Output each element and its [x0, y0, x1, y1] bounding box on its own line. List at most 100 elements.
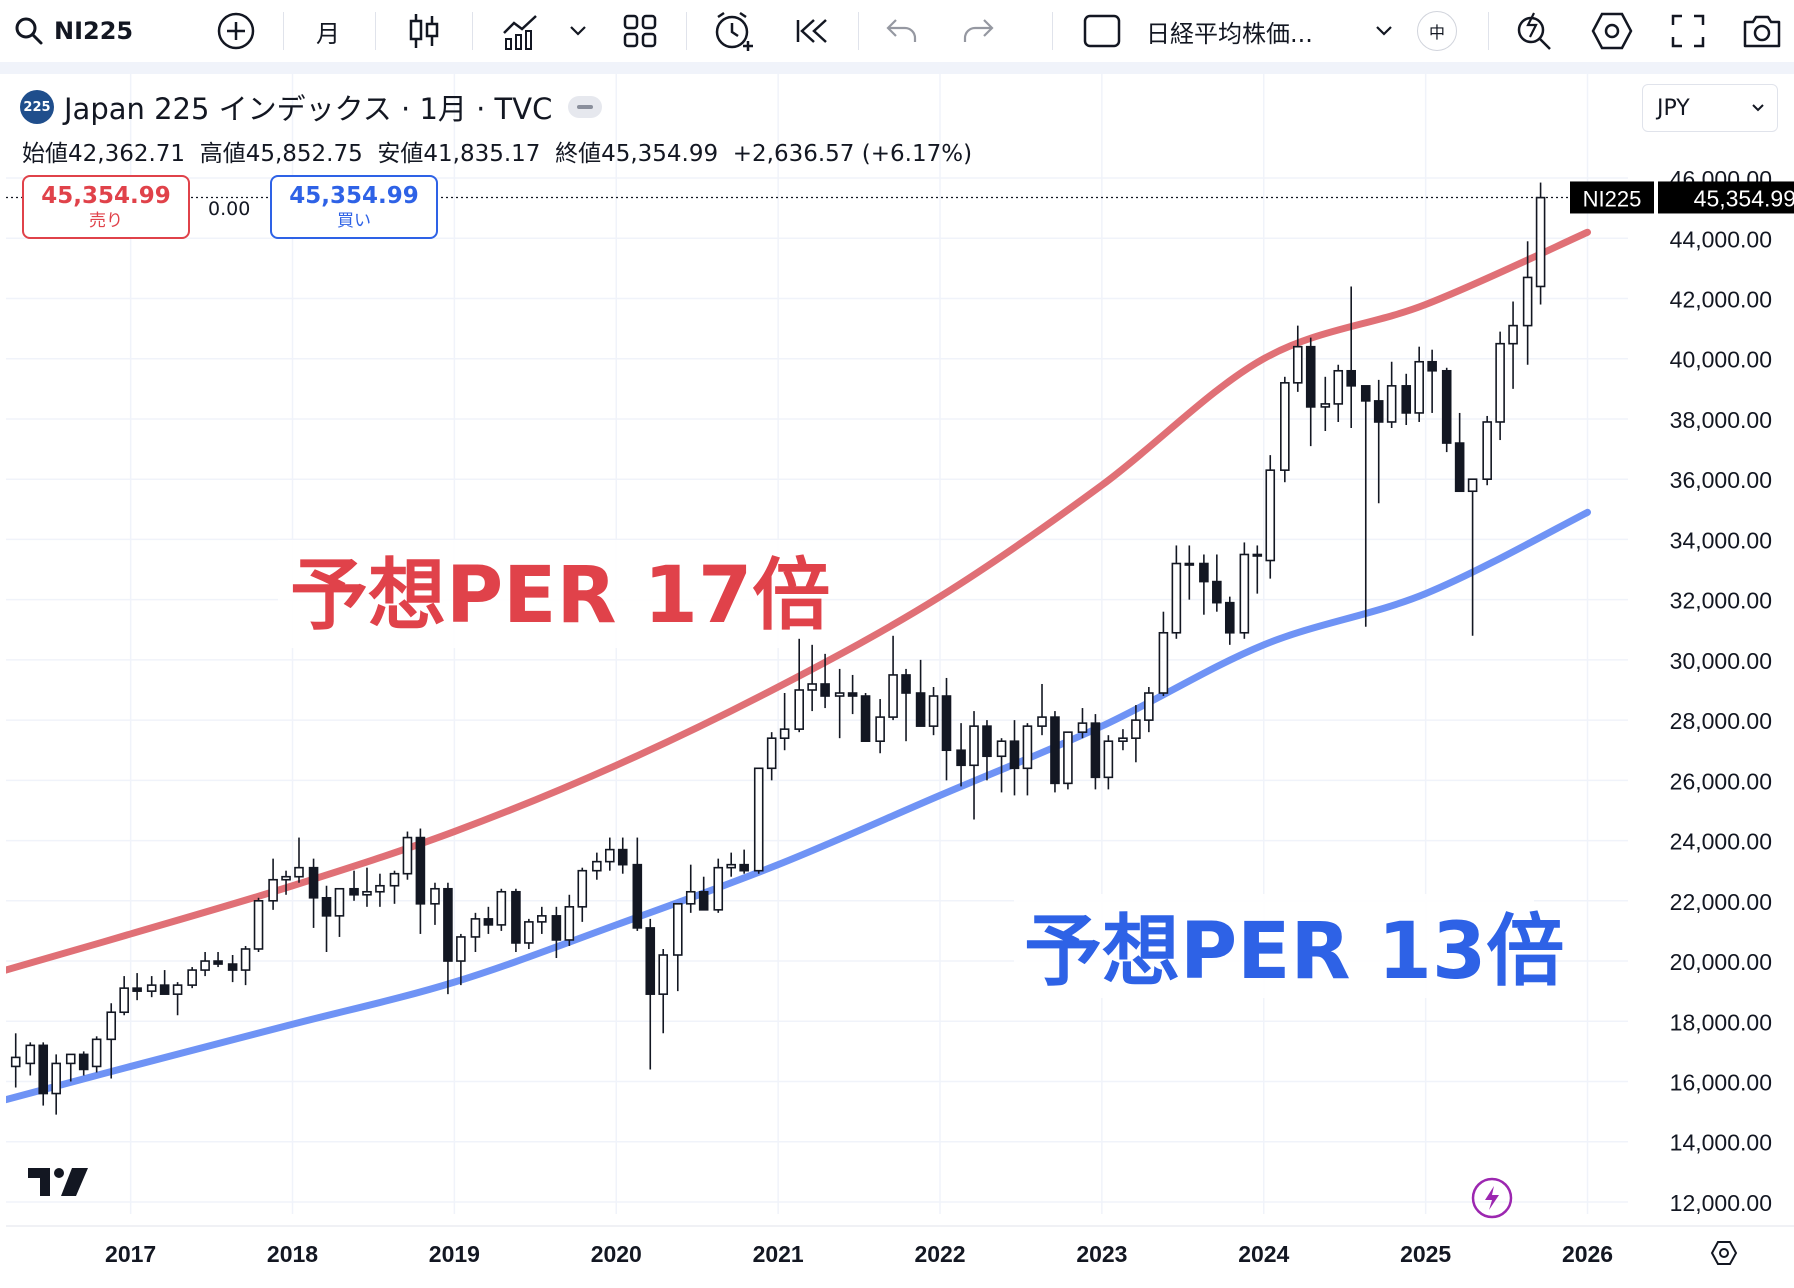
- quick-search-button[interactable]: [1508, 0, 1560, 62]
- logo-part: [54, 1168, 64, 1178]
- tradingview-logo: [28, 1168, 88, 1196]
- layout-button[interactable]: [614, 0, 666, 62]
- chart-svg[interactable]: 12,000.00 14,000.00 16,000.00 18,000.00 20,0…: [6, 74, 1794, 1288]
- compare-checkbox[interactable]: [1080, 0, 1124, 62]
- price-tag-symbol: NI225: [1583, 186, 1642, 211]
- candle: [159, 970, 170, 995]
- candle-body: [106, 1011, 117, 1041]
- change-value: +2,636.57 (+6.17%): [732, 141, 973, 167]
- indicator-name-dropdown[interactable]: 日経平均株価...: [1146, 0, 1336, 62]
- candle-body: [1265, 469, 1276, 562]
- buy-button[interactable]: 45,354.99 買い: [270, 175, 438, 239]
- candle-body: [1535, 196, 1546, 288]
- candle-body: [1454, 442, 1465, 493]
- candle: [915, 659, 926, 727]
- y-tick-label: 34,000.00: [1670, 527, 1772, 553]
- chart-pane[interactable]: 12,000.00 14,000.00 16,000.00 18,000.00 20,0…: [6, 74, 1794, 1288]
- candle: [253, 897, 264, 952]
- candle: [1009, 720, 1020, 796]
- candle-body: [1320, 403, 1331, 408]
- candle-body: [430, 887, 440, 905]
- symbol-label: NI225: [54, 17, 134, 45]
- candle-body: [1171, 562, 1182, 634]
- y-tick-label: 26,000.00: [1670, 768, 1772, 794]
- toolbar-divider: [375, 12, 376, 50]
- candle-body: [739, 863, 749, 872]
- add-symbol-button[interactable]: [210, 0, 262, 62]
- close-value: 45,354.99: [601, 141, 719, 167]
- candle: [1184, 545, 1195, 600]
- indicator-name-chevron[interactable]: [1368, 0, 1400, 62]
- candle: [1454, 412, 1465, 493]
- interval-button[interactable]: 月: [302, 0, 354, 62]
- candle: [604, 837, 615, 871]
- candle: [1482, 415, 1492, 486]
- candle: [1386, 361, 1397, 428]
- candle: [807, 644, 817, 712]
- candle-body: [91, 1038, 102, 1068]
- candle-body: [1467, 478, 1478, 493]
- candle-body: [1252, 553, 1263, 557]
- indicators-dropdown[interactable]: [560, 0, 596, 62]
- candle: [1495, 331, 1505, 441]
- indicators-icon: [503, 15, 537, 50]
- candle-body: [25, 1044, 36, 1065]
- candle-body: [172, 984, 183, 995]
- replay-button[interactable]: [784, 0, 840, 62]
- candle: [483, 906, 494, 934]
- candle: [1265, 455, 1276, 579]
- chart-type-button[interactable]: [398, 0, 450, 62]
- candle-body: [969, 725, 979, 767]
- buy-price: 45,354.99: [289, 183, 419, 209]
- candle: [860, 693, 871, 742]
- candle-body: [996, 740, 1007, 758]
- candle: [1305, 337, 1316, 447]
- candle-body: [415, 836, 426, 905]
- candle: [1280, 376, 1290, 483]
- settings-button[interactable]: [1586, 0, 1638, 62]
- indicators-button[interactable]: [494, 0, 546, 62]
- candle: [794, 638, 804, 733]
- fullscreen-button[interactable]: [1662, 0, 1714, 62]
- alert-button[interactable]: [706, 0, 762, 62]
- symbol-search-button[interactable]: NI225: [14, 0, 154, 62]
- symbol-legend[interactable]: 225 Japan 225 インデックス · 1月 · TVC: [20, 86, 603, 128]
- collapse-legend-button[interactable]: [568, 96, 603, 118]
- grid-lines: [6, 74, 1628, 1214]
- logo-part: [28, 1168, 50, 1196]
- currency-select[interactable]: JPY: [1642, 84, 1778, 132]
- candle: [1118, 729, 1128, 751]
- x-tick-label: 2018: [267, 1241, 318, 1267]
- candle: [617, 837, 628, 874]
- candle: [1467, 478, 1478, 636]
- candle-body: [1508, 324, 1518, 345]
- candle: [901, 668, 911, 742]
- y-tick-label: 40,000.00: [1670, 347, 1772, 373]
- x-tick-label: 2019: [429, 1241, 480, 1267]
- candle: [78, 1051, 89, 1076]
- low-label: 安値: [377, 141, 424, 167]
- chevron-down-icon: [570, 26, 586, 36]
- candle-body: [1063, 731, 1073, 785]
- high-label: 高値: [199, 141, 246, 167]
- candle-body: [928, 695, 939, 727]
- candle-body: [1292, 345, 1303, 384]
- candle-body: [78, 1053, 89, 1071]
- candle-body: [1212, 580, 1222, 604]
- axis-settings-icon: [1710, 1241, 1738, 1265]
- x-tick-label: 2022: [914, 1241, 965, 1267]
- candle-body: [1280, 382, 1290, 471]
- toolbar-divider: [283, 12, 284, 50]
- candle: [1090, 714, 1101, 790]
- language-badge[interactable]: 中: [1414, 0, 1460, 62]
- redo-button[interactable]: [952, 0, 1004, 62]
- undo-button[interactable]: [876, 0, 928, 62]
- candle: [875, 699, 885, 754]
- toolbar-divider: [858, 12, 859, 50]
- sell-button[interactable]: 45,354.99 売り: [22, 175, 190, 239]
- candle: [119, 976, 129, 1016]
- screenshot-button[interactable]: [1736, 0, 1788, 62]
- candle-body: [1239, 553, 1250, 634]
- search-icon: [15, 17, 43, 45]
